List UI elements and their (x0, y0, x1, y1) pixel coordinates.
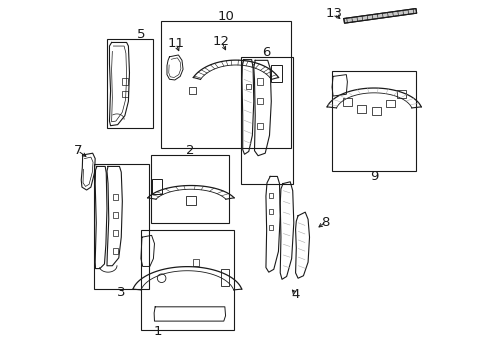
Bar (396, 90, 405, 98)
Bar (141, 230, 233, 330)
Bar (122, 91, 128, 97)
Text: 3: 3 (117, 286, 125, 299)
Bar (268, 225, 272, 230)
Bar (192, 258, 199, 266)
Bar (245, 84, 250, 89)
Bar (189, 87, 195, 94)
Bar (385, 100, 394, 108)
Bar (331, 71, 415, 171)
Bar (151, 179, 162, 194)
Bar (151, 155, 229, 223)
Text: 7: 7 (73, 144, 82, 157)
Bar (271, 65, 282, 82)
Bar (257, 123, 263, 129)
Polygon shape (343, 9, 416, 23)
Text: 12: 12 (212, 35, 229, 48)
Bar (268, 193, 272, 198)
Text: 4: 4 (291, 288, 300, 301)
Text: 13: 13 (325, 8, 342, 21)
Bar (160, 21, 290, 148)
Bar (257, 98, 263, 104)
Text: 11: 11 (167, 37, 184, 50)
Text: 10: 10 (217, 10, 234, 23)
Bar (122, 78, 128, 85)
Bar (221, 269, 229, 286)
Bar (185, 196, 196, 205)
Bar (357, 105, 366, 113)
Text: 5: 5 (136, 28, 145, 41)
Bar (107, 39, 153, 128)
Bar (113, 248, 118, 253)
Bar (113, 194, 118, 200)
Bar (113, 212, 118, 218)
Text: 6: 6 (262, 46, 270, 59)
Bar (94, 164, 149, 289)
Text: 2: 2 (185, 144, 194, 157)
Text: 1: 1 (154, 325, 162, 338)
Bar (241, 57, 292, 184)
Bar (371, 107, 380, 114)
Bar (113, 230, 118, 236)
Text: 8: 8 (321, 216, 329, 229)
Bar (343, 98, 351, 106)
Bar (268, 208, 272, 213)
Text: 9: 9 (369, 170, 378, 183)
Bar (257, 78, 263, 85)
